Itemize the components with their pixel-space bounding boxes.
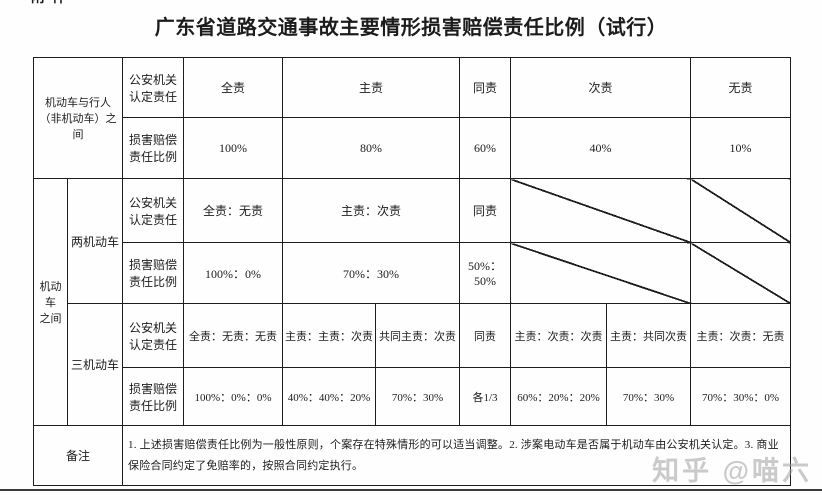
duty-cell: 无责	[690, 57, 792, 118]
duty-cell: 主责：次责：次责	[510, 303, 608, 368]
diagonal-strikethrough-cell	[690, 178, 792, 243]
ratio-cell: 10%	[690, 117, 792, 179]
duty-cell: 主责：次责：无责	[690, 303, 792, 368]
authority-label-cell: 公安机关 认定责任	[122, 57, 184, 118]
duty-cell: 同责	[459, 178, 512, 243]
table-row: 三机动车 公安机关 认定责任 全责：无责：无责 主责：主责：次责 共同主责：次责…	[34, 303, 792, 426]
ratio-cell: 70%：30%	[374, 367, 461, 426]
ratio-label-cell: 损害赔偿 责任比例	[122, 242, 184, 304]
subgroup-cell-two-vehicles: 两机动车	[67, 178, 123, 304]
watermark-text: 知乎 @喵六	[652, 456, 812, 486]
table-row: 损害赔偿 责任比例 100% 80% 60% 40% 10%	[34, 117, 792, 179]
duty-cell: 主责：共同次责	[606, 303, 692, 368]
ratio-cell: 70%：30%：0%	[690, 367, 792, 426]
ratio-cell: 40%	[510, 117, 692, 179]
subgroup-cell-three-vehicles: 三机动车	[67, 303, 123, 426]
ratio-cell: 100%：0%：0%	[183, 367, 283, 426]
duty-cell: 主责：次责	[281, 178, 461, 243]
ratio-label-cell: 损害赔偿 责任比例	[122, 367, 184, 426]
duty-cell: 主责：主责：次责	[282, 303, 376, 368]
table-row: 损害赔偿 责任比例 100%：0%：0% 40%：40%：20% 70%：30%…	[34, 367, 792, 426]
ratio-cell: 40%：40%：20%	[282, 367, 376, 426]
diagonal-strikethrough-cell	[690, 242, 792, 304]
duty-cell: 同责	[459, 303, 512, 368]
diagonal-strikethrough-cell	[510, 242, 692, 304]
ratio-label-cell: 损害赔偿 责任比例	[122, 117, 184, 179]
authority-label-cell: 公安机关 认定责任	[122, 303, 184, 368]
ratio-cell: 60%	[459, 117, 512, 179]
diagonal-strikethrough-cell	[510, 178, 692, 243]
ratio-cell: 70%：30%	[606, 367, 692, 426]
ratio-cell: 各1/3	[459, 367, 512, 426]
page-title: 广东省道路交通事故主要情形损害赔偿责任比例（试行）	[154, 17, 668, 39]
page-bottom-rule	[0, 489, 822, 491]
duty-cell: 主责	[281, 57, 461, 118]
table-row: 机动车与行人 （非机动车）之间 公安机关 认定责任 全责 主责 同责 次责 无责	[33, 57, 792, 179]
authority-label-cell: 公安机关 认定责任	[122, 178, 184, 243]
table-row: 损害赔偿 责任比例 100%：0% 70%：30% 50%：50%	[34, 242, 792, 304]
ratio-cell: 60%：20%：20%	[510, 367, 608, 426]
duty-cell: 全责：无责	[183, 178, 283, 243]
clipped-corner-text: 附件	[31, 0, 73, 4]
ratio-cell: 80%	[281, 117, 461, 179]
duty-cell: 次责	[510, 57, 692, 118]
duty-cell: 共同主责：次责	[374, 303, 461, 368]
group-cell-vehicle-vs-pedestrian: 机动车与行人 （非机动车）之间	[33, 57, 123, 179]
group-cell-between-vehicles: 机动车 之间	[33, 178, 68, 426]
ratio-cell: 70%：30%	[281, 242, 461, 304]
duty-cell: 全责	[183, 57, 283, 118]
duty-cell: 同责	[459, 57, 512, 118]
table-row: 机动车 之间 两机动车 公安机关 认定责任 全责：无责 主责：次责 同责	[33, 178, 792, 426]
duty-cell: 全责：无责：无责	[183, 303, 283, 368]
ratio-cell: 100%：0%	[183, 242, 283, 304]
table-row: 备注 1. 上述损害赔偿责任比例为一般性原则，个案存在特殊情形的可以适当调整。2…	[33, 425, 792, 486]
ratio-cell: 100%	[183, 117, 283, 179]
remarks-label-cell: 备注	[33, 425, 123, 486]
remarks-text-cell: 1. 上述损害赔偿责任比例为一般性原则，个案存在特殊情形的可以适当调整。2. 涉…	[121, 425, 792, 486]
liability-ratio-table: 机动车与行人 （非机动车）之间 公安机关 认定责任 全责 主责 同责 次责 无责…	[33, 57, 792, 486]
ratio-cell: 50%：50%	[459, 242, 512, 304]
